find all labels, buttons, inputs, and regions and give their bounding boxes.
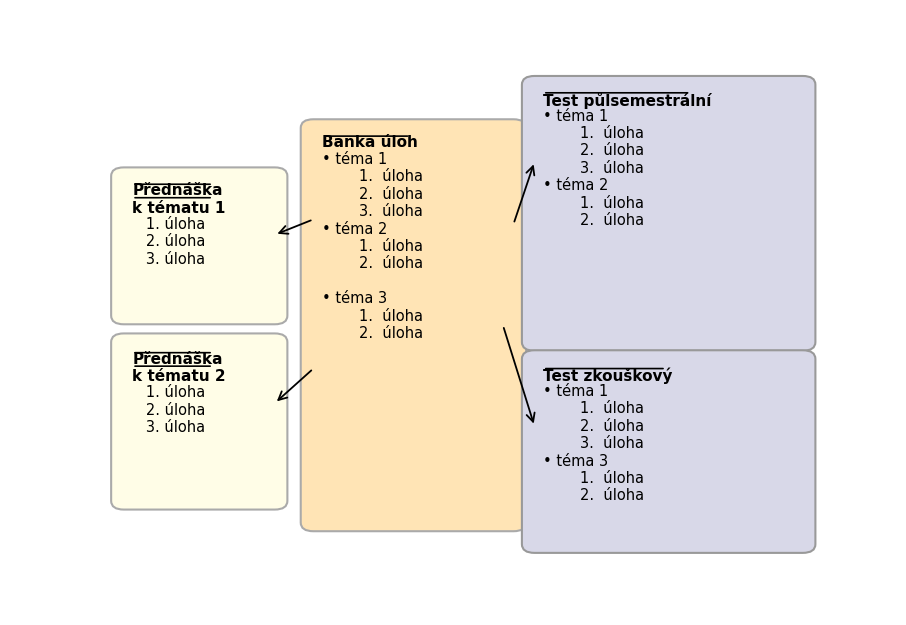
Text: Banka úloh: Banka úloh <box>323 135 419 150</box>
FancyBboxPatch shape <box>301 119 526 531</box>
Text: Přednáška
k tématu 1: Přednáška k tématu 1 <box>132 183 226 216</box>
Text: Test zkouškový: Test zkouškový <box>543 368 672 384</box>
Text: • téma 1
        1.  úloha
        2.  úloha
        3.  úloha
• téma 2
        : • téma 1 1. úloha 2. úloha 3. úloha • té… <box>323 152 424 341</box>
Text: 1. úloha
   2. úloha
   3. úloha: 1. úloha 2. úloha 3. úloha <box>132 217 206 267</box>
FancyBboxPatch shape <box>111 168 287 324</box>
FancyBboxPatch shape <box>111 333 287 509</box>
Text: Test půlsemestrální: Test půlsemestrální <box>543 92 711 109</box>
Text: 1. úloha
   2. úloha
   3. úloha: 1. úloha 2. úloha 3. úloha <box>132 386 206 435</box>
Text: Přednáška
k tématu 2: Přednáška k tématu 2 <box>132 352 226 384</box>
Text: • téma 1
        1.  úloha
        2.  úloha
        3.  úloha
• téma 3
        : • téma 1 1. úloha 2. úloha 3. úloha • té… <box>543 384 644 503</box>
Text: • téma 1
        1.  úloha
        2.  úloha
        3.  úloha
• téma 2
        : • téma 1 1. úloha 2. úloha 3. úloha • té… <box>543 109 644 228</box>
FancyBboxPatch shape <box>522 76 815 351</box>
FancyBboxPatch shape <box>522 350 815 553</box>
